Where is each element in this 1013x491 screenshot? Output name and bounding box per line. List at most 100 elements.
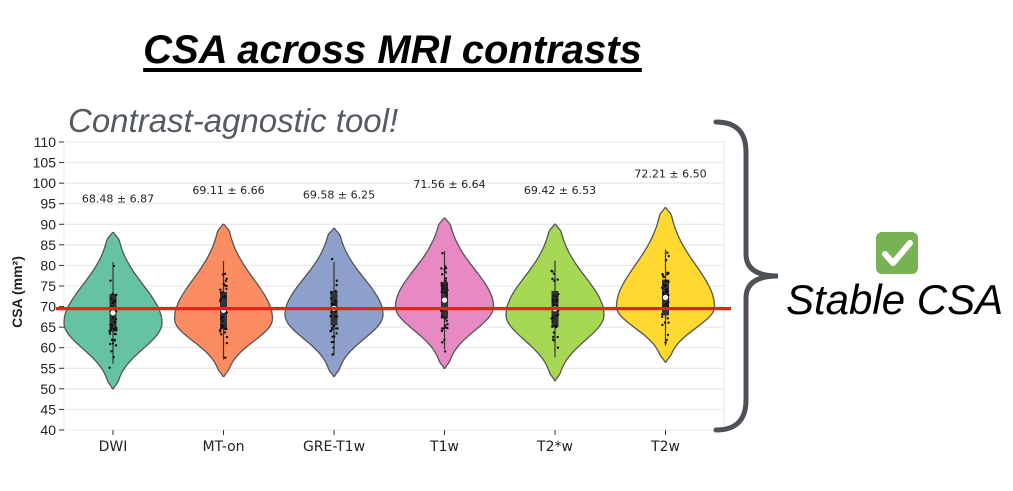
data-point	[219, 299, 222, 303]
data-point	[556, 346, 560, 349]
data-point	[667, 321, 670, 324]
data-point	[331, 353, 335, 356]
data-point	[331, 302, 334, 306]
data-point	[664, 341, 667, 344]
data-point	[666, 291, 669, 294]
data-point	[552, 272, 556, 275]
data-point	[443, 338, 446, 342]
data-point	[109, 279, 112, 282]
x-tick-label: MT-on	[202, 439, 244, 455]
data-point	[111, 316, 115, 319]
data-point	[444, 266, 448, 270]
data-point	[110, 326, 113, 330]
data-point	[330, 257, 334, 261]
data-point	[225, 287, 228, 291]
median-marker	[662, 294, 669, 301]
data-point	[225, 335, 229, 339]
data-point	[221, 291, 224, 294]
data-point	[108, 342, 112, 346]
data-point	[552, 339, 556, 342]
data-point	[111, 301, 114, 304]
data-point	[223, 272, 227, 276]
data-point	[556, 313, 560, 316]
violin-group-dwi: 68.48 ± 6.87 DWI	[63, 192, 163, 455]
check-mark-icon	[876, 232, 918, 274]
data-point	[114, 344, 118, 347]
data-point	[551, 320, 554, 323]
mean-std-label: 68.48 ± 6.87	[82, 192, 154, 205]
data-point	[444, 277, 448, 280]
data-point	[109, 329, 112, 332]
data-point	[114, 318, 118, 321]
violin-group-t1w: 71.56 ± 6.64 T1w	[394, 178, 495, 455]
data-point	[440, 329, 444, 333]
median-marker	[441, 297, 448, 303]
data-point	[115, 328, 118, 332]
data-point	[330, 328, 334, 331]
data-point	[446, 288, 449, 292]
y-tick-label: 95	[40, 196, 56, 212]
data-point	[444, 317, 447, 320]
data-point	[113, 320, 116, 324]
data-point	[223, 294, 227, 298]
data-point	[221, 273, 225, 276]
data-point	[111, 342, 115, 345]
data-point	[551, 301, 555, 304]
mean-std-label: 69.58 ± 6.25	[303, 188, 375, 201]
data-point	[332, 335, 336, 338]
violin-group-t2w: 72.21 ± 6.50 T2w	[615, 168, 716, 455]
data-point	[224, 279, 228, 283]
data-point	[219, 288, 222, 291]
data-point	[110, 323, 114, 327]
data-point	[552, 335, 555, 338]
violin-group-mt-on: 69.11 ± 6.66 MT-on	[173, 184, 274, 455]
data-point	[329, 297, 333, 300]
data-point	[555, 295, 558, 298]
data-point	[552, 303, 555, 307]
page-title: CSA across MRI contrasts	[143, 28, 642, 72]
data-point	[334, 300, 338, 303]
data-point	[222, 324, 225, 328]
data-point	[550, 269, 553, 273]
data-point	[665, 302, 668, 305]
data-point	[335, 332, 338, 335]
mean-std-label: 72.21 ± 6.50	[634, 168, 706, 181]
data-point	[661, 272, 664, 276]
data-point	[441, 252, 444, 255]
data-point	[553, 279, 556, 283]
data-point	[667, 280, 670, 283]
data-point	[555, 304, 558, 307]
data-point	[225, 341, 229, 345]
data-point	[219, 297, 222, 301]
data-point	[554, 300, 558, 303]
data-point	[225, 284, 228, 288]
y-tick-label: 105	[33, 155, 57, 171]
data-point	[557, 293, 560, 296]
data-point	[329, 329, 333, 333]
data-point	[666, 251, 669, 254]
conclusion-text: Stable CSA	[786, 276, 1004, 323]
data-point	[334, 303, 337, 306]
data-point	[113, 332, 117, 336]
data-point	[332, 340, 335, 344]
y-tick-label: 85	[40, 237, 56, 253]
data-point	[662, 283, 665, 286]
y-tick-label: 40	[40, 422, 56, 438]
median-marker	[110, 310, 116, 316]
data-point	[666, 333, 670, 337]
data-point	[112, 327, 116, 331]
data-point	[661, 274, 665, 278]
data-point	[556, 278, 559, 281]
data-point	[445, 319, 448, 323]
data-point	[444, 326, 447, 329]
data-point	[664, 259, 668, 262]
data-point	[552, 316, 555, 320]
x-tick-label: T2*w	[536, 439, 573, 455]
data-point	[446, 326, 449, 330]
data-point	[334, 315, 337, 318]
data-point	[225, 277, 228, 280]
data-point	[444, 324, 447, 327]
data-point	[220, 316, 223, 319]
data-point	[445, 283, 448, 287]
